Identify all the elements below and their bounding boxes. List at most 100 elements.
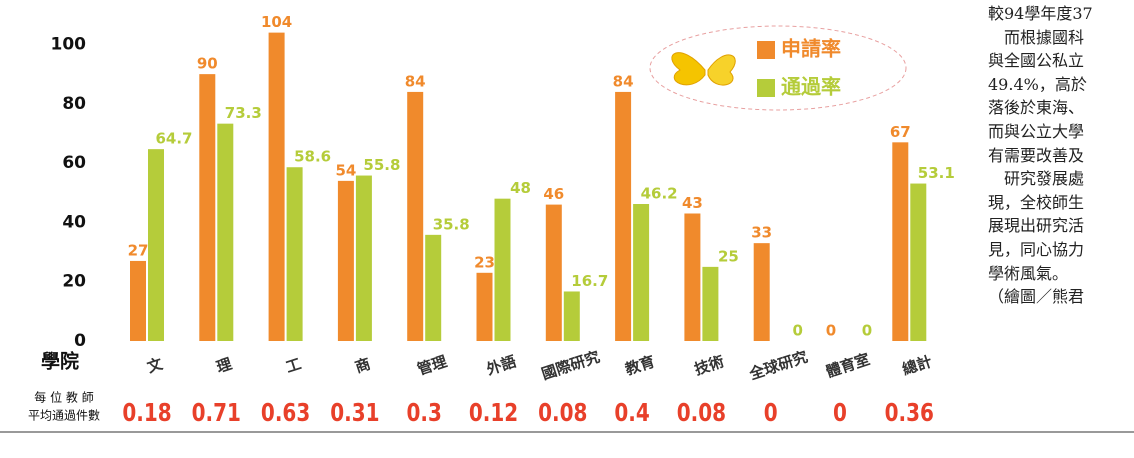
per-teacher-value: 0.08 [538,399,587,428]
per-teacher-value: 0 [833,399,847,428]
x-tick-label: 國際研究 [539,348,602,384]
side-text-line: 落後於東海、 [988,96,1134,120]
value-label: 25 [718,247,739,265]
y-tick-label: 100 [51,34,87,54]
bar [217,124,233,341]
per-teacher-value: 0.12 [469,399,518,428]
per-teacher-value: 0.36 [885,399,934,428]
per-teacher-value: 0.18 [122,399,171,428]
value-label: 58.6 [294,148,331,166]
y-tick-label: 80 [62,94,86,114]
side-text-line: 而根據國科 [988,26,1134,50]
bar [199,74,215,341]
value-label: 64.7 [155,130,192,148]
value-label: 33 [751,224,772,242]
bar [684,213,700,341]
value-label: 67 [890,123,911,141]
bar [910,184,926,341]
value-label: 46 [543,185,564,203]
side-text-line: 49.4%，高於 [988,73,1134,97]
bar [148,149,164,341]
bar [130,261,146,341]
value-label: 43 [682,194,703,212]
bar [702,267,718,341]
side-text-line: 現，全校師生 [988,191,1134,215]
legend-label: 申請率 [781,37,841,61]
side-text-line: 見，同心協力 [988,238,1134,262]
value-label: 90 [197,55,218,73]
x-tick-label: 教育 [622,352,657,379]
bar [495,199,511,341]
per-teacher-value: 0.31 [330,399,379,428]
page: 0 20 40 60 80 100 27 64.7 文 0.18 90 73.3 理 0.71 104 58.… [0,0,1134,458]
chart: 0 20 40 60 80 100 27 64.7 文 0.18 90 73.3 理 0.71 104 58.… [0,0,960,458]
per-teacher-value: 0 [764,399,778,428]
legend-swatch [757,41,775,59]
bar [754,243,770,341]
bar [564,291,580,341]
side-text-line: （繪圖／熊君 [988,285,1134,309]
value-label: 0 [862,322,872,340]
value-label: 48 [510,179,531,197]
side-text-line: 而與公立大學 [988,120,1134,144]
bar [338,181,354,341]
value-label: 46.2 [641,185,678,203]
bottom-rule [0,431,1134,433]
per-teacher-value: 0.3 [406,399,441,428]
per-teacher-value: 0.71 [192,399,241,428]
bar [269,33,285,341]
value-label: 73.3 [225,104,262,122]
value-label: 54 [335,161,356,179]
bar [407,92,423,341]
value-label: 84 [613,72,634,90]
bar [633,204,649,341]
legend-swatch [757,79,775,97]
bar [892,142,908,341]
x-tick-label: 外語 [483,352,518,379]
butterfly [672,53,735,85]
value-label: 23 [474,253,495,271]
y-tick-label: 60 [62,153,86,173]
value-label: 104 [261,13,292,31]
value-label: 16.7 [571,272,608,290]
x-axis-label: 學院 [41,350,79,373]
side-text-line: 有需要改善及 [988,144,1134,168]
per-teacher-value: 0.4 [614,399,649,428]
x-tick-label: 總計 [900,352,934,378]
x-tick-label: 商 [353,355,373,377]
y-tick-label: 0 [74,331,86,351]
side-text-line: 與全國公私立 [988,49,1134,73]
side-text-line: 學術風氣。 [988,262,1134,286]
bar [615,92,631,341]
value-label: 84 [405,72,426,90]
x-tick-label: 體育室 [824,350,872,381]
value-label: 0 [792,322,802,340]
y-tick-label: 20 [62,272,86,292]
x-tick-label: 理 [214,355,234,377]
value-label: 53.1 [918,164,955,182]
value-label: 55.8 [363,156,400,174]
value-label: 35.8 [433,215,470,233]
side-text-line: 研究發展處 [988,167,1134,191]
side-text-line: 較94學年度37 [988,2,1134,26]
bar [425,235,441,341]
bar [287,167,303,341]
x-tick-label: 文 [145,354,166,376]
y-tick-label: 40 [62,212,86,232]
per-teacher-value: 0.08 [677,399,726,428]
bar [356,176,372,341]
x-tick-label: 工 [284,355,304,377]
per-teacher-value: 0.63 [261,399,310,428]
x-tick-label: 管理 [415,352,449,378]
bar [477,273,493,341]
per-teacher-label: 平均通過件數 [28,409,100,423]
value-label: 0 [826,322,836,340]
x-tick-label: 全球研究 [746,348,810,384]
per-teacher-label: 每 位 教 師 [34,390,93,405]
legend-label: 通過率 [781,75,841,99]
bar [546,205,562,341]
x-tick-label: 技術 [692,352,726,378]
value-label: 27 [128,241,149,259]
side-text-line: 展現出研究活 [988,214,1134,238]
